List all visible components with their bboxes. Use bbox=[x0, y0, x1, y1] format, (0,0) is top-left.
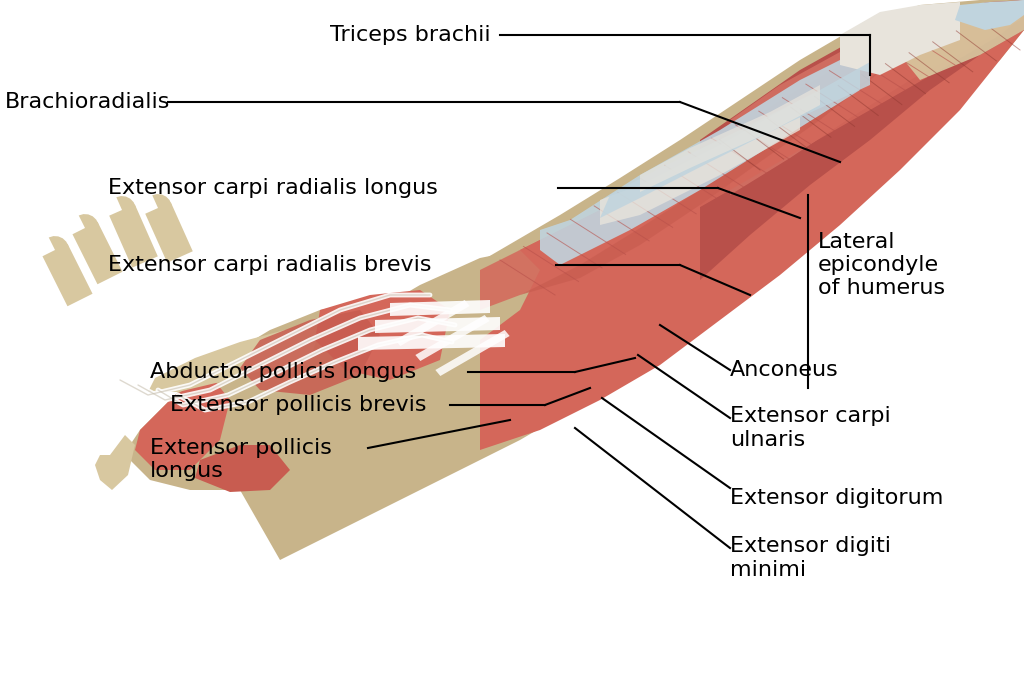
Polygon shape bbox=[42, 244, 92, 306]
Polygon shape bbox=[955, 0, 1024, 30]
Polygon shape bbox=[600, 62, 870, 218]
Text: Extensor carpi radialis brevis: Extensor carpi radialis brevis bbox=[108, 255, 431, 275]
Text: Anconeus: Anconeus bbox=[730, 360, 839, 380]
Polygon shape bbox=[480, 0, 1024, 310]
Polygon shape bbox=[480, 0, 1024, 450]
Polygon shape bbox=[540, 50, 860, 265]
Polygon shape bbox=[79, 214, 99, 240]
Text: Extensor carpi radialis longus: Extensor carpi radialis longus bbox=[108, 178, 438, 198]
Polygon shape bbox=[195, 445, 290, 492]
Polygon shape bbox=[148, 330, 321, 392]
Text: Extensor pollicis
longus: Extensor pollicis longus bbox=[150, 438, 332, 481]
Polygon shape bbox=[900, 0, 1024, 80]
Polygon shape bbox=[435, 330, 510, 376]
Polygon shape bbox=[49, 236, 69, 263]
Polygon shape bbox=[73, 222, 123, 284]
Polygon shape bbox=[117, 196, 136, 223]
Polygon shape bbox=[600, 100, 800, 225]
Polygon shape bbox=[315, 290, 450, 380]
Text: Brachioradialis: Brachioradialis bbox=[5, 92, 170, 112]
Text: Extensor digiti
minimi: Extensor digiti minimi bbox=[730, 537, 891, 580]
Polygon shape bbox=[200, 0, 1024, 560]
Polygon shape bbox=[730, 0, 1024, 195]
Text: Abductor pollicis longus: Abductor pollicis longus bbox=[150, 362, 416, 382]
Polygon shape bbox=[95, 435, 135, 490]
Polygon shape bbox=[840, 2, 961, 75]
Polygon shape bbox=[110, 204, 158, 268]
Polygon shape bbox=[375, 317, 500, 333]
Text: Extensor carpi
ulnaris: Extensor carpi ulnaris bbox=[730, 407, 891, 450]
Text: Lateral
epicondyle
of humerus: Lateral epicondyle of humerus bbox=[818, 232, 945, 298]
Polygon shape bbox=[520, 55, 900, 295]
Polygon shape bbox=[358, 334, 505, 350]
Text: Extensor digitorum: Extensor digitorum bbox=[730, 488, 943, 508]
Polygon shape bbox=[153, 194, 172, 221]
Text: Extensor pollicis brevis: Extensor pollicis brevis bbox=[170, 395, 427, 415]
Polygon shape bbox=[240, 310, 380, 395]
Polygon shape bbox=[390, 300, 490, 316]
Polygon shape bbox=[135, 375, 230, 470]
Polygon shape bbox=[640, 85, 820, 192]
Polygon shape bbox=[260, 250, 540, 420]
Polygon shape bbox=[145, 202, 193, 263]
Polygon shape bbox=[130, 290, 460, 490]
Polygon shape bbox=[395, 300, 470, 346]
Text: Triceps brachii: Triceps brachii bbox=[330, 25, 490, 45]
Polygon shape bbox=[700, 0, 1024, 280]
Polygon shape bbox=[416, 315, 489, 361]
